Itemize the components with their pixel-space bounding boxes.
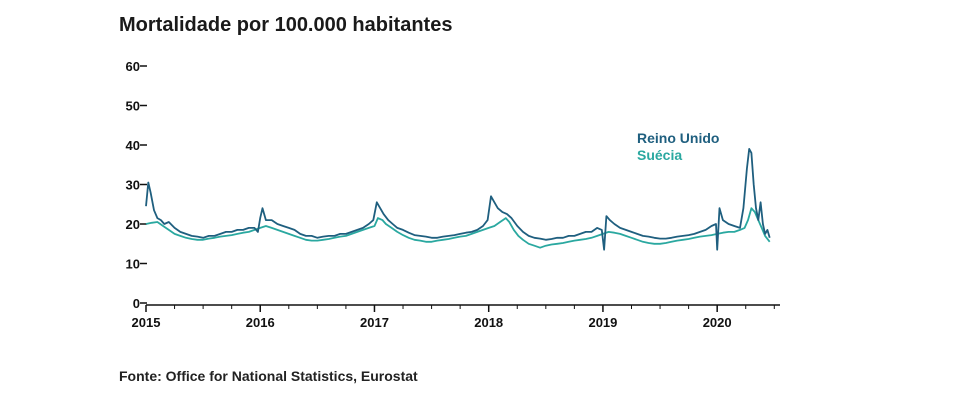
y-tick-label: 20: [126, 217, 140, 232]
chart-title: Mortalidade por 100.000 habitantes: [119, 14, 453, 36]
series-line-reino-unido: [145, 148, 771, 251]
source-note: Fonte: Office for National Statistics, E…: [119, 368, 418, 384]
y-tick-label: 50: [126, 99, 140, 114]
y-axis: 0 10 20 30 40 50 60: [126, 59, 147, 311]
y-tick-label: 40: [126, 138, 140, 153]
legend-entry-suecia: Suécia: [637, 147, 682, 163]
x-tick-label: 2019: [588, 315, 617, 330]
legend-entry-reino-unido: Reino Unido: [637, 130, 719, 146]
y-tick-label: 10: [126, 257, 140, 272]
y-tick-label: 30: [126, 178, 140, 193]
x-axis: 2015 2016 2017 2018 2019 2020: [132, 304, 780, 330]
series-line-suecia: [145, 207, 771, 249]
y-tick-label: 60: [126, 59, 140, 74]
x-tick-label: 2018: [474, 315, 503, 330]
y-tick-label: 0: [133, 296, 140, 311]
x-tick-label: 2016: [246, 315, 275, 330]
legend: Reino Unido Suécia: [637, 130, 719, 163]
x-tick-label: 2015: [132, 315, 161, 330]
series-lines: [145, 148, 771, 251]
x-tick-label: 2017: [360, 315, 389, 330]
x-tick-label: 2020: [703, 315, 732, 330]
